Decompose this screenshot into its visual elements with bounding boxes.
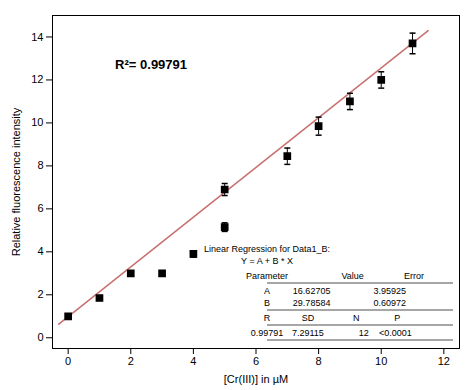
svg-text:10: 10 [375, 355, 387, 367]
svg-text:0: 0 [37, 331, 43, 343]
svg-text:2: 2 [128, 355, 134, 367]
svg-text:Error: Error [404, 271, 424, 281]
svg-text:8: 8 [37, 159, 43, 171]
svg-text:R²= 0.99791: R²= 0.99791 [115, 57, 187, 72]
svg-text:16.62705: 16.62705 [293, 286, 331, 296]
svg-text:12: 12 [438, 355, 450, 367]
svg-text:0.99791: 0.99791 [251, 328, 284, 338]
svg-text:6: 6 [37, 202, 43, 214]
svg-text:10: 10 [31, 116, 43, 128]
svg-text:R: R [264, 313, 271, 323]
svg-text:B: B [264, 298, 270, 308]
svg-text:A: A [264, 286, 270, 296]
svg-text:8: 8 [316, 355, 322, 367]
svg-text:4: 4 [190, 355, 196, 367]
svg-text:2: 2 [37, 288, 43, 300]
svg-text:Relative fluorescence intensit: Relative fluorescence intensity [10, 107, 22, 256]
svg-text:N: N [353, 313, 360, 323]
svg-text:0.60972: 0.60972 [373, 298, 406, 308]
svg-text:[Cr(III)] in µM: [Cr(III)] in µM [224, 373, 288, 385]
svg-text:7.29115: 7.29115 [292, 328, 324, 338]
svg-text:29.78584: 29.78584 [293, 298, 331, 308]
svg-text:4: 4 [37, 245, 43, 257]
svg-text:0: 0 [65, 355, 71, 367]
svg-text:14: 14 [31, 31, 43, 43]
svg-text:P: P [394, 313, 400, 323]
svg-text:Y = A + B * X: Y = A + B * X [241, 256, 293, 266]
svg-text:Parameter: Parameter [246, 271, 288, 281]
svg-text:Value: Value [341, 271, 363, 281]
svg-text:Linear Regression for Data1_B:: Linear Regression for Data1_B: [204, 244, 330, 254]
svg-text:12: 12 [31, 73, 43, 85]
svg-text:SD: SD [302, 313, 315, 323]
svg-text:12: 12 [359, 328, 369, 338]
svg-text:6: 6 [253, 355, 259, 367]
svg-text:<0.0001: <0.0001 [379, 328, 412, 338]
svg-text:3.95925: 3.95925 [373, 286, 406, 296]
